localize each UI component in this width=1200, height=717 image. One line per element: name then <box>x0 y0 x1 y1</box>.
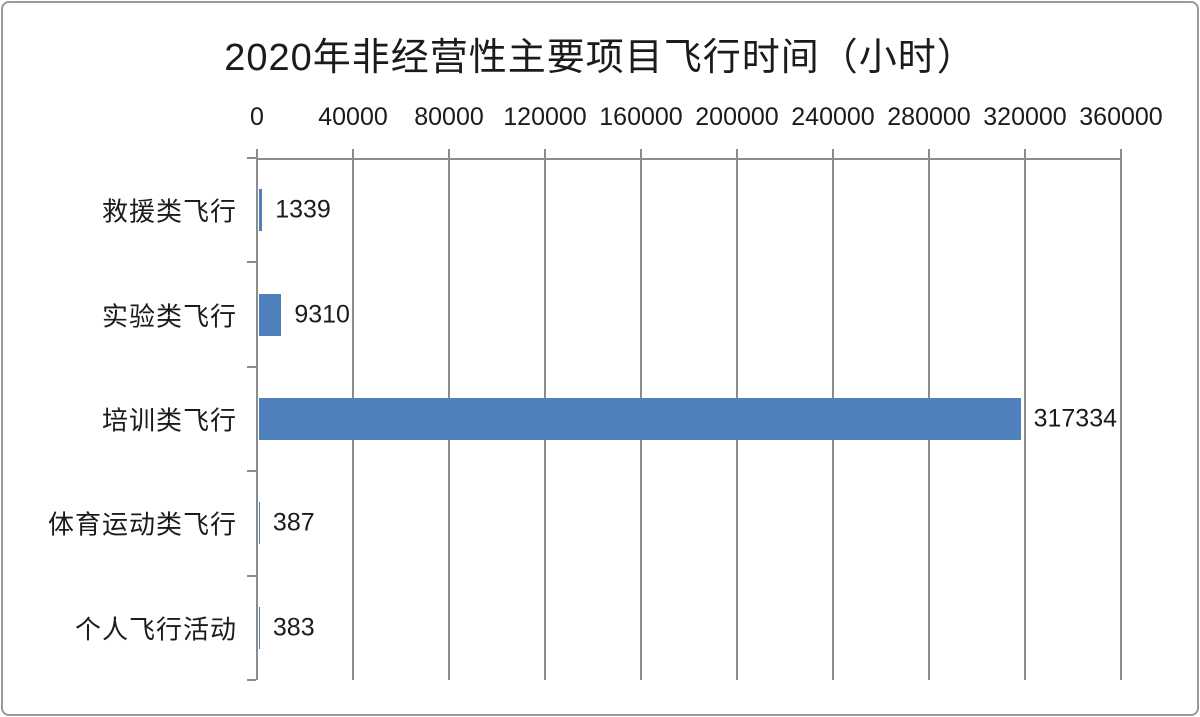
x-axis-tick-label: 40000 <box>318 103 388 131</box>
x-axis-tick <box>640 149 642 158</box>
x-axis-tick-label: 160000 <box>599 103 683 131</box>
y-axis-tick <box>247 679 256 681</box>
x-axis-tick <box>544 149 546 158</box>
x-axis-tick <box>352 149 354 158</box>
x-axis-tick-label: 280000 <box>887 103 971 131</box>
bar-value-label: 317334 <box>1033 404 1118 433</box>
category-label: 实验类飞行 <box>101 301 237 332</box>
y-axis-tick <box>247 157 256 159</box>
x-axis-tick-label: 200000 <box>695 103 779 131</box>
x-axis-line <box>257 158 1121 160</box>
x-axis-tick-label: 320000 <box>983 103 1067 131</box>
category-label: 体育运动类飞行 <box>47 509 237 540</box>
bar-value-label: 387 <box>272 508 315 537</box>
y-axis-tick <box>247 574 256 577</box>
category-label: 救援类飞行 <box>101 196 237 227</box>
bar-value-label: 1339 <box>275 195 331 224</box>
x-axis-tick <box>256 149 258 158</box>
bar <box>259 189 263 232</box>
bar-value-label: 383 <box>272 613 315 642</box>
bar <box>259 606 260 649</box>
y-axis-tick <box>247 365 256 368</box>
x-axis-tick <box>1024 149 1026 158</box>
gridline <box>1024 158 1026 680</box>
y-axis-tick <box>247 261 256 264</box>
x-axis-tick-label: 240000 <box>791 103 875 131</box>
bar-value-label: 9310 <box>294 300 350 329</box>
category-label: 培训类飞行 <box>101 405 237 436</box>
x-axis-tick <box>1120 149 1122 158</box>
y-axis-tick <box>247 470 256 473</box>
x-axis-tick-label: 120000 <box>503 103 587 131</box>
x-axis-tick <box>928 149 930 158</box>
bar <box>259 293 282 336</box>
x-axis-tick <box>448 149 450 158</box>
x-axis-tick-label: 360000 <box>1079 103 1163 131</box>
x-axis-tick-label: 0 <box>250 103 264 131</box>
chart-title: 2020年非经营性主要项目飞行时间（小时） <box>224 37 976 79</box>
x-axis-tick-label: 80000 <box>414 103 484 131</box>
category-label: 个人飞行活动 <box>74 614 237 645</box>
y-axis-line <box>256 158 258 680</box>
x-axis-tick <box>832 149 834 158</box>
x-axis-tick <box>736 149 738 158</box>
bar <box>259 502 260 545</box>
bar <box>259 398 1021 440</box>
gridline <box>1120 158 1122 680</box>
